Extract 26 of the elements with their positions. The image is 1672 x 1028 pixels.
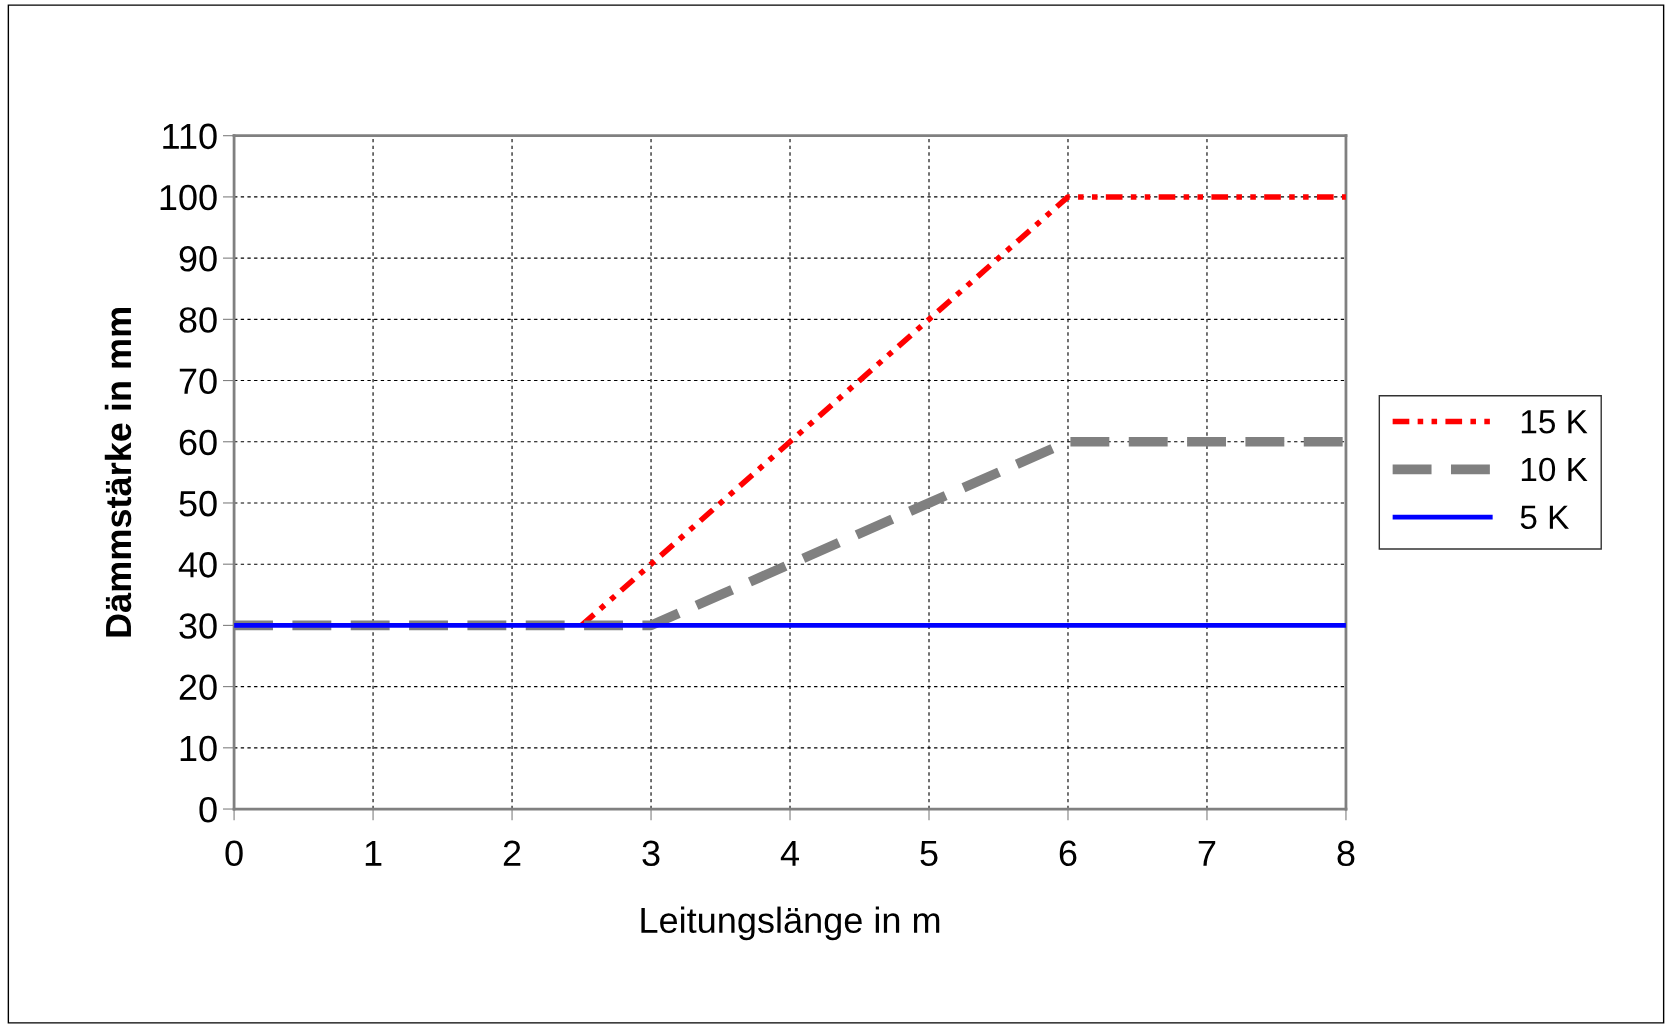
y-tick-label: 10 — [180, 735, 217, 762]
x-tick-label: 5 — [920, 840, 938, 867]
y-tick-label: 50 — [179, 490, 217, 517]
legend-label: 10 K — [1521, 457, 1588, 482]
x-tick-label: 8 — [1337, 840, 1355, 867]
y-tick-label: 70 — [179, 368, 217, 394]
x-tick-label: 2 — [503, 840, 521, 866]
y-axis-title: Dämmstärke in mm — [104, 308, 132, 637]
x-axis-title: Leitungslänge in m — [641, 906, 940, 941]
x-tick-label: 1 — [365, 840, 382, 866]
x-tick-label: 3 — [642, 840, 660, 867]
x-tick-label: 6 — [1059, 840, 1077, 867]
y-tick-label: 80 — [179, 307, 217, 333]
y-tick-label: 20 — [179, 674, 217, 701]
y-tick-label: 110 — [163, 123, 217, 150]
y-tick-label: 0 — [199, 796, 217, 823]
x-tick-label: 7 — [1198, 840, 1216, 866]
legend-label: 15 K — [1521, 410, 1588, 434]
y-tick-label: 60 — [179, 429, 217, 456]
x-tick-label: 0 — [225, 840, 243, 867]
legend-label: 5 K — [1520, 505, 1569, 530]
y-tick-label: 40 — [178, 552, 217, 578]
x-tick-label: 4 — [780, 840, 800, 866]
y-tick-label: 90 — [179, 245, 217, 272]
y-tick-label: 100 — [160, 184, 217, 211]
y-tick-label: 30 — [179, 613, 217, 639]
